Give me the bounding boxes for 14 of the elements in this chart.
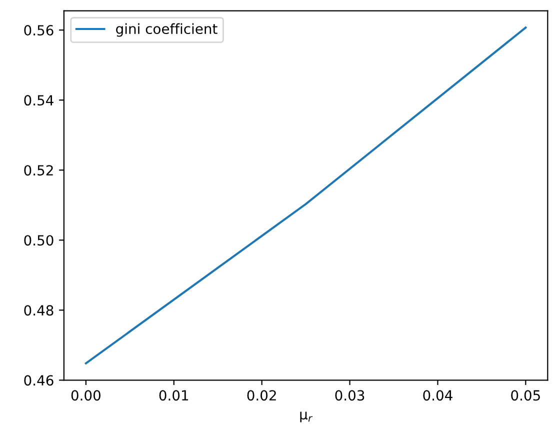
legend-label: gini coefficient (116, 23, 218, 37)
x-tick-label: 0.04 (423, 390, 452, 401)
x-tick-label: 0.02 (247, 390, 276, 401)
x-tick-label: 0.03 (335, 390, 364, 401)
x-tick-label: 0.00 (71, 390, 100, 401)
y-tick-label: 0.46 (24, 375, 54, 386)
y-tick-label: 0.50 (24, 235, 54, 246)
x-axis-title: μ$_{r}$ (300, 412, 313, 422)
y-tick-label: 0.48 (24, 305, 54, 316)
y-tick-label: 0.52 (24, 165, 53, 176)
y-tick-label: 0.56 (24, 25, 54, 36)
y-tick-label: 0.54 (24, 95, 54, 106)
x-tick-label: 0.01 (159, 390, 188, 401)
x-tick-label: 0.05 (511, 390, 540, 401)
